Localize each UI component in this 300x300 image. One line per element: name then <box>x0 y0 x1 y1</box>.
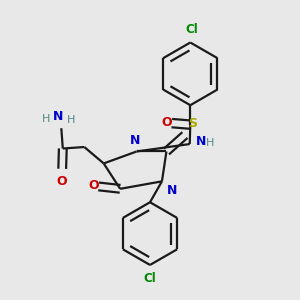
Text: N: N <box>130 134 140 147</box>
Text: O: O <box>88 179 99 192</box>
Text: O: O <box>161 116 172 129</box>
Text: H: H <box>42 114 50 124</box>
Text: N: N <box>53 110 64 123</box>
Text: N: N <box>196 135 207 148</box>
Text: Cl: Cl <box>185 23 198 36</box>
Text: N: N <box>167 184 178 197</box>
Text: S: S <box>188 117 197 130</box>
Text: H: H <box>206 138 214 148</box>
Text: O: O <box>56 176 67 188</box>
Text: H: H <box>67 115 76 124</box>
Text: Cl: Cl <box>144 272 156 284</box>
